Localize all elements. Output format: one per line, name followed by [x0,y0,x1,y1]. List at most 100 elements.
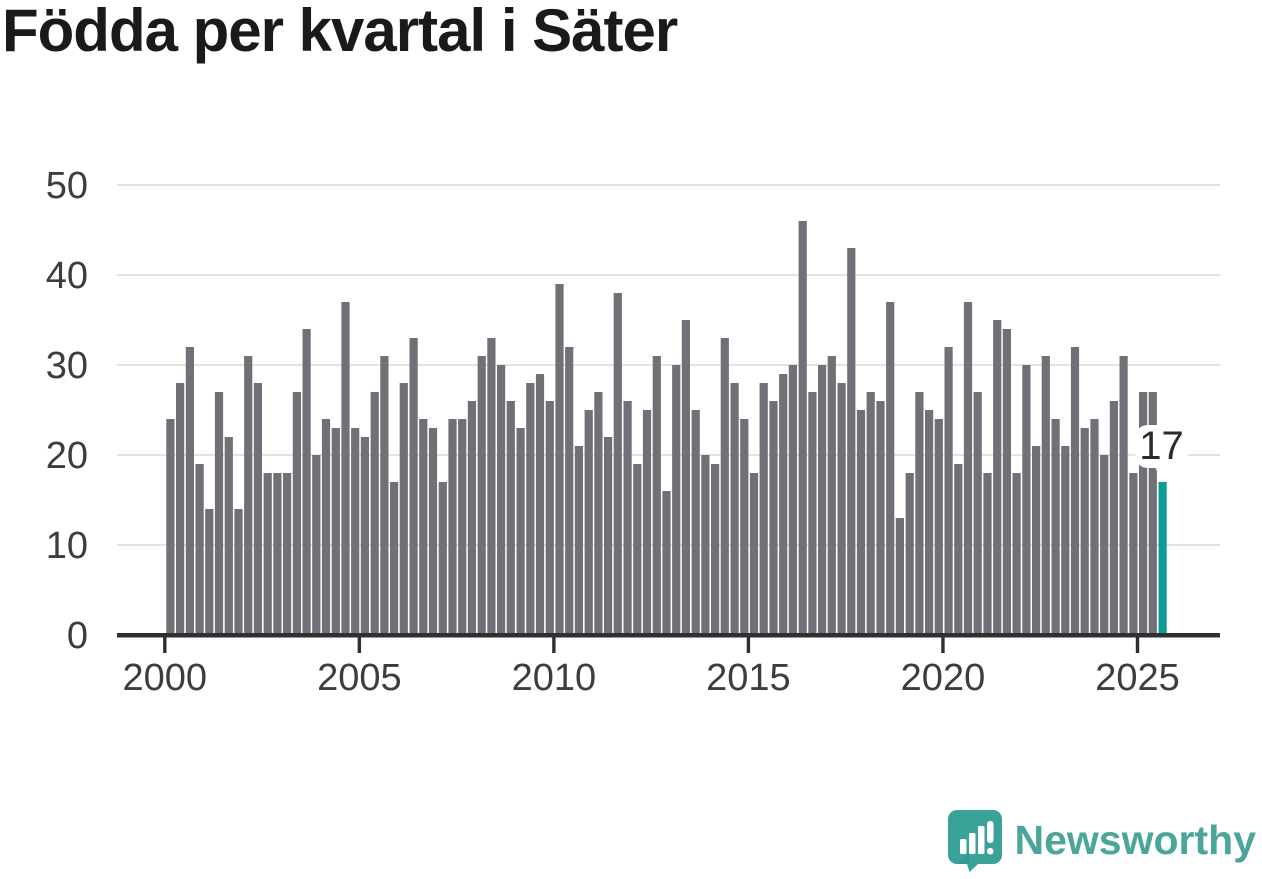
x-axis-line [117,633,1220,638]
bar [856,410,866,635]
bar [263,473,272,635]
bar [545,401,554,635]
bar [1002,329,1011,635]
bar [681,320,690,635]
bar [895,518,904,635]
bar [759,383,768,635]
bar [370,392,379,635]
bar [1148,392,1157,635]
bar [798,221,807,635]
bar [1100,455,1109,635]
chart-canvas: 0 10 20 30 40 50 2000 2005 2010 2015 2020 2025 17 [46,165,1220,699]
x-axis-tick [163,637,167,653]
x-axis-tick [1135,637,1140,653]
bar [925,410,934,635]
x-axis-label: 2010 [512,657,597,699]
x-axis-label: 2015 [706,657,791,699]
bar [1012,473,1021,635]
gridline [117,454,1220,456]
x-axis-label: 2000 [123,657,208,699]
y-axis-label: 30 [46,345,88,387]
bar [176,383,185,635]
bar [351,428,360,635]
bar [419,419,428,635]
bar [662,491,671,635]
bar [1022,365,1031,635]
gridline [117,274,1220,276]
bar [613,293,622,635]
bar [711,464,720,635]
bar [1051,419,1060,635]
bar [837,383,846,635]
bar [214,392,224,635]
bar [409,338,418,635]
bar [1139,392,1148,635]
bar [730,383,739,635]
bar [1070,347,1080,635]
x-axis-tick [357,637,362,653]
bar [1109,401,1118,635]
bar [905,473,914,635]
chart-title: Födda per kvartal i Säter [2,0,678,64]
bar [467,401,476,635]
bar [331,428,340,635]
bar [633,464,642,635]
value-callout-label: 17 [1139,424,1184,468]
bar [195,464,204,635]
y-axis-label: 0 [67,615,88,657]
bar [1129,473,1138,635]
bar [477,356,486,635]
bar [565,347,574,635]
bar [1061,446,1070,635]
bar [779,374,788,635]
bar [244,356,253,635]
value-callout-bubble [1135,425,1188,468]
bar [1080,428,1089,635]
bar [574,446,583,635]
x-axis-label: 2020 [901,657,986,699]
bar [253,383,262,635]
bar [1090,419,1099,635]
bar [1119,356,1128,635]
bar [234,509,243,635]
bar [185,347,194,635]
bar [390,482,399,635]
highlight-bar [1158,482,1167,635]
bar [973,392,982,635]
newsworthy-logo-icon [947,808,1003,872]
bar [701,455,710,635]
bar [993,320,1002,635]
bar [740,419,749,635]
y-axis-label: 50 [46,165,88,207]
bar [866,392,875,635]
bar [915,392,924,635]
bar [341,302,350,635]
bar [847,248,856,635]
bar [516,428,525,635]
x-axis-tick [941,637,945,653]
bar [876,401,885,635]
bar [458,419,467,635]
bar [642,410,652,635]
bar [487,338,496,635]
bar [963,302,973,635]
bar [749,473,759,635]
bar [983,473,992,635]
bar [166,419,175,635]
bar [283,473,292,635]
bar [506,401,515,635]
bar [691,410,700,635]
bar [535,374,545,635]
bar [827,356,836,635]
bar [604,437,613,635]
bar [672,365,681,635]
gridline [117,364,1220,366]
x-axis-tick [746,637,751,653]
bar [886,302,895,635]
y-axis-label: 10 [46,525,88,567]
bar [808,392,817,635]
newsworthy-logo-text: Newsworthy [1014,816,1257,863]
bar [555,284,564,635]
x-axis-label: 2025 [1095,657,1180,699]
value-callout-pointer [1154,466,1168,480]
